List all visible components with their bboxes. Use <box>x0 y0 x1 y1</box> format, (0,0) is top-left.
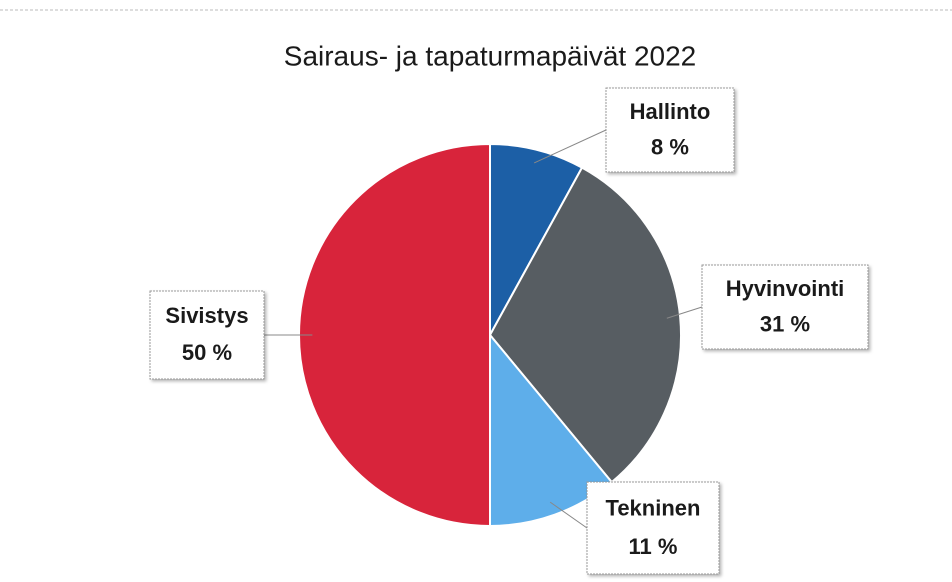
category-label: Hallinto <box>630 99 711 124</box>
leader-line <box>533 129 607 164</box>
value-label: 8 % <box>651 134 689 159</box>
pie-slice <box>489 142 584 336</box>
label-box <box>586 481 720 575</box>
label-box <box>149 290 265 380</box>
pie-slice <box>488 166 682 484</box>
category-label: Hyvinvointi <box>726 276 845 301</box>
chart-title: Sairaus- ja tapaturmapäivät 2022 <box>284 40 696 71</box>
label-box <box>605 87 735 173</box>
value-label: 31 % <box>760 311 810 336</box>
label-box <box>701 264 869 350</box>
category-label: Sivistys <box>165 303 248 328</box>
value-label: 11 % <box>629 534 678 559</box>
value-label: 50 % <box>182 340 232 365</box>
leader-line <box>666 306 703 319</box>
leader-line <box>549 501 588 529</box>
category-label: Tekninen <box>606 495 701 520</box>
